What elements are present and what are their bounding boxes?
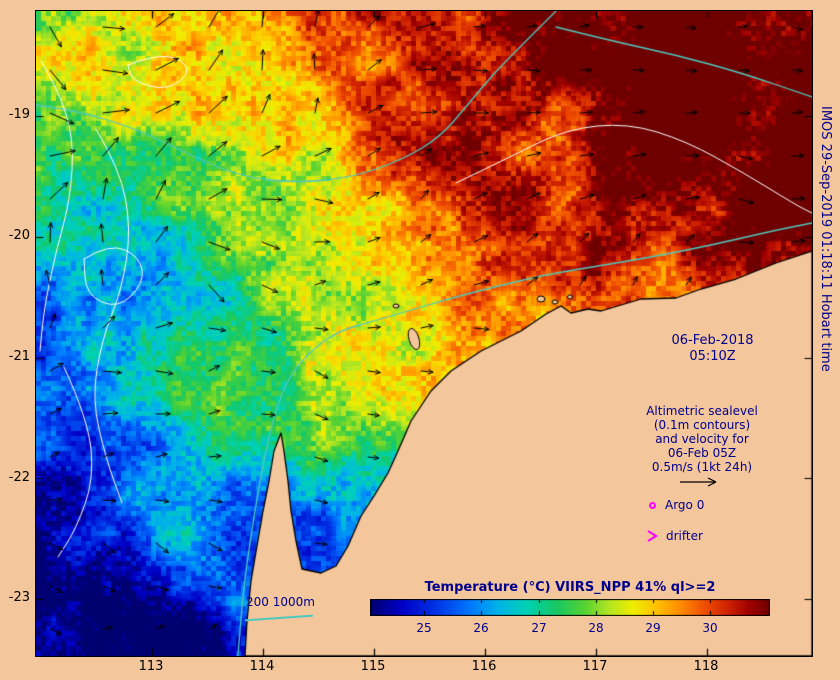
altimetry-legend-line: 0.5m/s (1kt 24h) — [651, 460, 753, 474]
argo-legend: Argo 0 — [649, 498, 704, 512]
latitude-tick-label: -21 — [8, 349, 30, 364]
latitude-tick-label: -23 — [8, 590, 30, 605]
colorbar-tick-label: 30 — [702, 621, 718, 635]
observation-date: 06-Feb-2018 — [671, 333, 754, 348]
colorbar-tick-label: 27 — [531, 621, 547, 635]
latitude-tick-label: -22 — [8, 470, 30, 485]
colorbar-tick-label: 26 — [473, 621, 489, 635]
velocity-scale-arrow-icon — [680, 477, 717, 487]
observation-time: 05:10Z — [689, 349, 736, 364]
latitude-tick-label: -20 — [8, 228, 30, 243]
sst-map — [35, 10, 813, 657]
latitude-tick-label: -19 — [8, 107, 30, 122]
longitude-tick-label: 114 — [249, 659, 275, 674]
colorbar-tick-label: 28 — [588, 621, 604, 635]
altimetry-legend-line: 06-Feb 05Z — [667, 446, 737, 460]
drifter-marker-icon — [647, 530, 658, 542]
colorbar — [370, 599, 770, 616]
observation-datetime: 06-Feb-2018 05:10Z — [655, 333, 770, 365]
altimetry-legend-line: Altimetric sealevel — [646, 404, 758, 418]
drifter-label: drifter — [666, 529, 703, 543]
longitude-tick-label: 117 — [582, 659, 608, 674]
colorbar-title: Temperature (°C) VIIRS_NPP 41% ql>=2 — [424, 580, 716, 595]
argo-marker-icon — [649, 501, 656, 509]
credit-text: IMOS 29-Sep-2019 01:18:11 Hobart time — [818, 106, 833, 372]
colorbar-tick-label: 29 — [645, 621, 661, 635]
drifter-legend: drifter — [646, 529, 703, 543]
bathymetry-legend-label: 200 1000m — [246, 595, 315, 609]
altimetry-legend-line: and velocity for — [655, 432, 749, 446]
altimetry-legend: Altimetric sealevel (0.1m contours) and … — [637, 404, 767, 474]
colorbar-tick-label: 25 — [416, 621, 432, 635]
longitude-tick-label: 116 — [471, 659, 497, 674]
longitude-tick-label: 115 — [360, 659, 386, 674]
longitude-tick-label: 118 — [693, 659, 719, 674]
longitude-tick-label: 113 — [138, 659, 164, 674]
altimetry-legend-line: (0.1m contours) — [653, 418, 751, 432]
argo-label: Argo 0 — [665, 498, 705, 512]
